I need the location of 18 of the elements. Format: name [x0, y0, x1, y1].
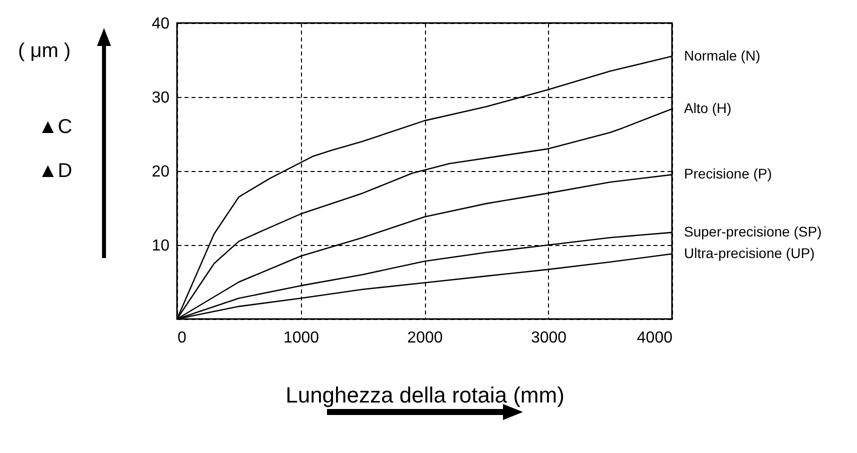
y-tick-label: 40 — [152, 16, 170, 32]
x-axis-title: Lunghezza della rotaia (mm) — [286, 382, 564, 408]
series-label: Alto (H) — [684, 100, 732, 116]
y-tick-label: 30 — [152, 90, 170, 106]
x-tick-label: 2000 — [407, 330, 443, 346]
series-label: Precisione (P) — [684, 166, 772, 182]
series-label: Super-precisione (SP) — [684, 223, 822, 240]
text: ▲D — [38, 160, 72, 183]
text: ▲C — [38, 116, 72, 139]
y-tick-label: 10 — [152, 238, 170, 254]
series-label: Normale (N) — [684, 47, 760, 64]
y-axis-title: ( μm ) — [18, 40, 71, 63]
x-tick-label: 3000 — [530, 330, 567, 346]
series-label: Ultra-precisione (UP) — [684, 244, 815, 261]
y-tick-label: 20 — [152, 164, 170, 180]
x-tick-label: 0 — [178, 330, 186, 346]
x-tick-label: 4000 — [636, 330, 673, 346]
x-tick-label: 1000 — [283, 330, 320, 346]
